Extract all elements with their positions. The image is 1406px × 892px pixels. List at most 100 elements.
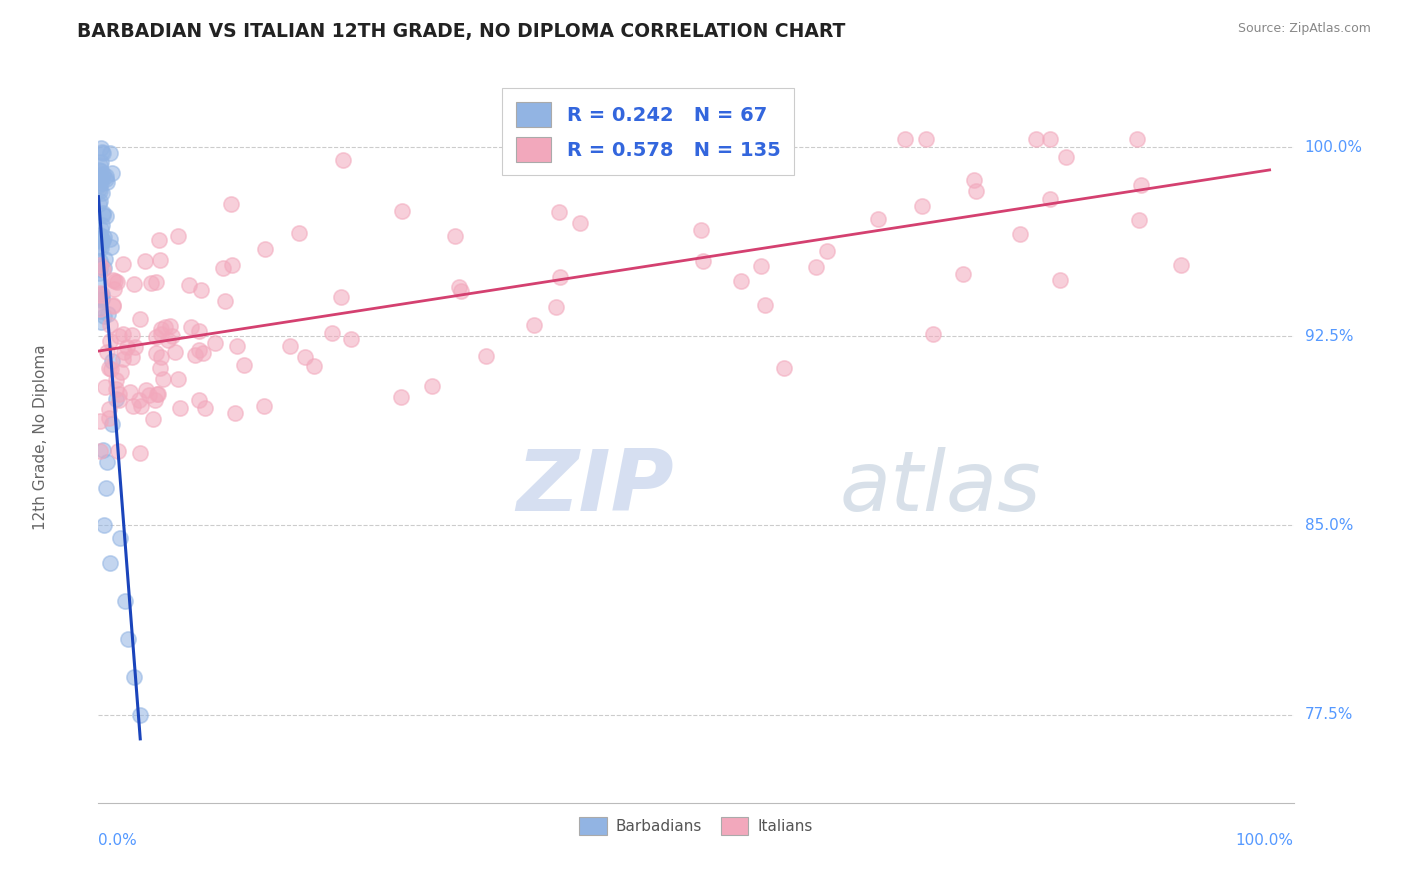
- Point: [103, 282, 125, 296]
- Point: [177, 277, 200, 292]
- Point: [110, 365, 132, 379]
- Point: [90, 163, 112, 178]
- Point: [89, 228, 111, 243]
- Point: [90, 241, 112, 255]
- Point: [922, 326, 945, 341]
- Point: [89, 258, 111, 272]
- Point: [806, 260, 828, 275]
- Point: [150, 327, 173, 342]
- Point: [128, 311, 150, 326]
- Point: [332, 153, 354, 167]
- Point: [128, 392, 150, 407]
- Point: [93, 380, 115, 394]
- Text: BARBADIAN VS ITALIAN 12TH GRADE, NO DIPLOMA CORRELATION CHART: BARBADIAN VS ITALIAN 12TH GRADE, NO DIPL…: [77, 22, 845, 41]
- Point: [111, 352, 134, 367]
- Text: 0.0%: 0.0%: [98, 833, 138, 848]
- Point: [254, 242, 277, 256]
- Point: [108, 329, 131, 343]
- Point: [475, 349, 498, 363]
- Point: [145, 346, 167, 360]
- Point: [129, 707, 152, 722]
- Point: [87, 178, 110, 193]
- Point: [96, 455, 118, 469]
- Text: atlas: atlas: [839, 447, 1040, 528]
- Point: [101, 272, 124, 286]
- Point: [142, 412, 165, 426]
- Point: [90, 176, 112, 190]
- Point: [93, 261, 115, 276]
- Point: [105, 275, 128, 289]
- Point: [165, 345, 187, 359]
- Point: [121, 350, 143, 364]
- Point: [546, 300, 568, 314]
- Point: [94, 169, 117, 183]
- Point: [187, 324, 209, 338]
- Point: [122, 399, 145, 413]
- Point: [98, 318, 121, 332]
- Legend: Barbadians, Italians: Barbadians, Italians: [572, 810, 820, 843]
- Point: [112, 257, 135, 271]
- Point: [1054, 150, 1077, 164]
- Point: [194, 401, 217, 416]
- Point: [572, 152, 595, 166]
- Point: [183, 348, 205, 362]
- Point: [815, 244, 838, 259]
- Text: 85.0%: 85.0%: [1305, 518, 1353, 533]
- Point: [91, 168, 114, 182]
- Point: [253, 399, 276, 413]
- Point: [93, 230, 115, 244]
- Point: [145, 386, 167, 401]
- Point: [389, 390, 412, 404]
- Point: [101, 354, 124, 368]
- Point: [447, 280, 470, 294]
- Point: [108, 392, 131, 407]
- Point: [121, 327, 143, 342]
- Point: [98, 334, 121, 348]
- Point: [90, 315, 112, 329]
- Point: [114, 594, 136, 608]
- Point: [87, 162, 110, 177]
- Point: [98, 232, 121, 246]
- Point: [1126, 132, 1149, 146]
- Point: [90, 141, 112, 155]
- Point: [117, 340, 139, 354]
- Point: [100, 240, 122, 254]
- Point: [167, 371, 190, 385]
- Point: [124, 670, 146, 684]
- Point: [93, 309, 115, 323]
- Point: [547, 205, 569, 219]
- Point: [772, 361, 794, 376]
- Point: [100, 362, 122, 376]
- Text: 92.5%: 92.5%: [1305, 328, 1353, 343]
- Text: 77.5%: 77.5%: [1305, 707, 1353, 722]
- Point: [1049, 273, 1071, 287]
- Point: [89, 254, 111, 268]
- Point: [89, 443, 111, 458]
- Point: [391, 204, 413, 219]
- Point: [89, 157, 111, 171]
- Point: [1039, 192, 1062, 206]
- Point: [730, 274, 752, 288]
- Text: Source: ZipAtlas.com: Source: ZipAtlas.com: [1237, 22, 1371, 36]
- Point: [1025, 132, 1047, 146]
- Point: [169, 401, 191, 416]
- Point: [153, 320, 176, 334]
- Point: [866, 212, 889, 227]
- Point: [129, 445, 152, 459]
- Point: [211, 261, 233, 276]
- Point: [569, 216, 592, 230]
- Point: [107, 444, 129, 458]
- Text: 12th Grade, No Diploma: 12th Grade, No Diploma: [32, 344, 48, 530]
- Point: [1129, 178, 1152, 192]
- Point: [221, 258, 243, 272]
- Point: [91, 442, 114, 457]
- Point: [91, 286, 114, 301]
- Point: [91, 292, 114, 306]
- Point: [232, 359, 254, 373]
- Point: [90, 172, 112, 186]
- Point: [117, 632, 139, 646]
- Point: [94, 252, 117, 266]
- Point: [91, 208, 114, 222]
- Point: [94, 209, 117, 223]
- Point: [124, 340, 146, 354]
